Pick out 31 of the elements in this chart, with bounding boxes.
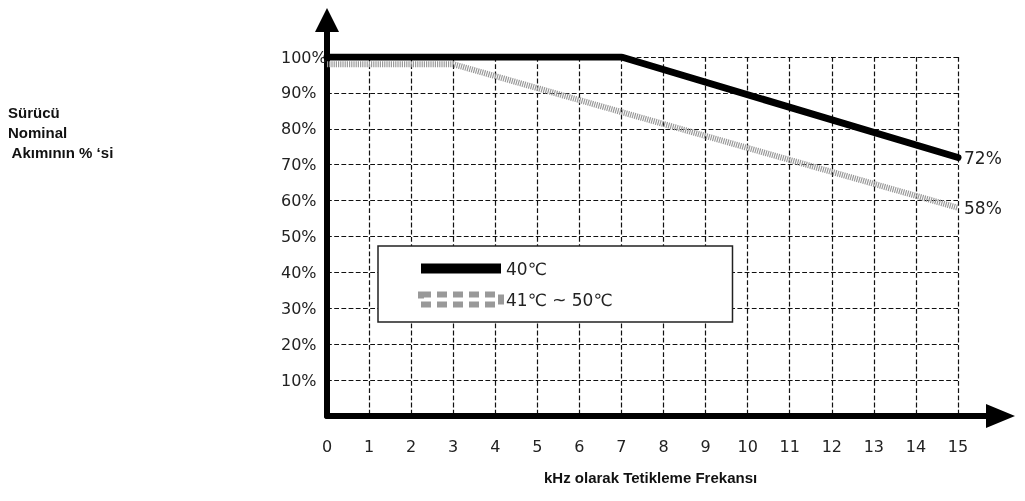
x-tick-label: 8 (658, 436, 669, 456)
x-tick-label: 11 (779, 436, 800, 456)
data-label: 58% (964, 197, 1002, 218)
y-tick-label: 40% (281, 262, 317, 282)
y-tick-label: 70% (281, 155, 317, 175)
x-tick-label: 7 (616, 436, 627, 456)
y-tick-label: 80% (281, 119, 317, 139)
data-label: 72% (964, 147, 1002, 168)
y-tick-label: 50% (281, 227, 317, 246)
y-tick-label: 90% (281, 83, 317, 103)
x-axis-title: kHz olarak Tetikleme Frekansı (544, 469, 758, 486)
x-tick-label: 10 (737, 436, 758, 456)
x-tick-label: 12 (821, 436, 842, 456)
x-tick-label: 9 (700, 436, 711, 456)
x-tick-label: 4 (490, 436, 501, 456)
x-tick-label: 2 (406, 436, 417, 456)
legend-label: 41℃ ~ 50℃ (506, 289, 613, 310)
x-tick-label: 14 (905, 436, 927, 456)
y-tick-label: 20% (281, 334, 317, 354)
x-tick-label: 15 (947, 436, 969, 456)
legend-label: 40℃ (506, 258, 547, 279)
x-tick-label: 13 (863, 436, 885, 456)
y-tick-label: 30% (281, 298, 317, 318)
text: Sürücü Nominal Akımının % ‘si (8, 103, 114, 161)
x-tick-label: 6 (574, 436, 585, 456)
y-tick-label: 10% (281, 370, 317, 390)
x-tick-label: 1 (363, 436, 375, 456)
x-tick-label: 5 (532, 436, 543, 456)
x-tick-label: 3 (448, 436, 459, 456)
y-tick-label: 60% (281, 191, 317, 211)
x-tick-label: 0 (321, 436, 333, 456)
